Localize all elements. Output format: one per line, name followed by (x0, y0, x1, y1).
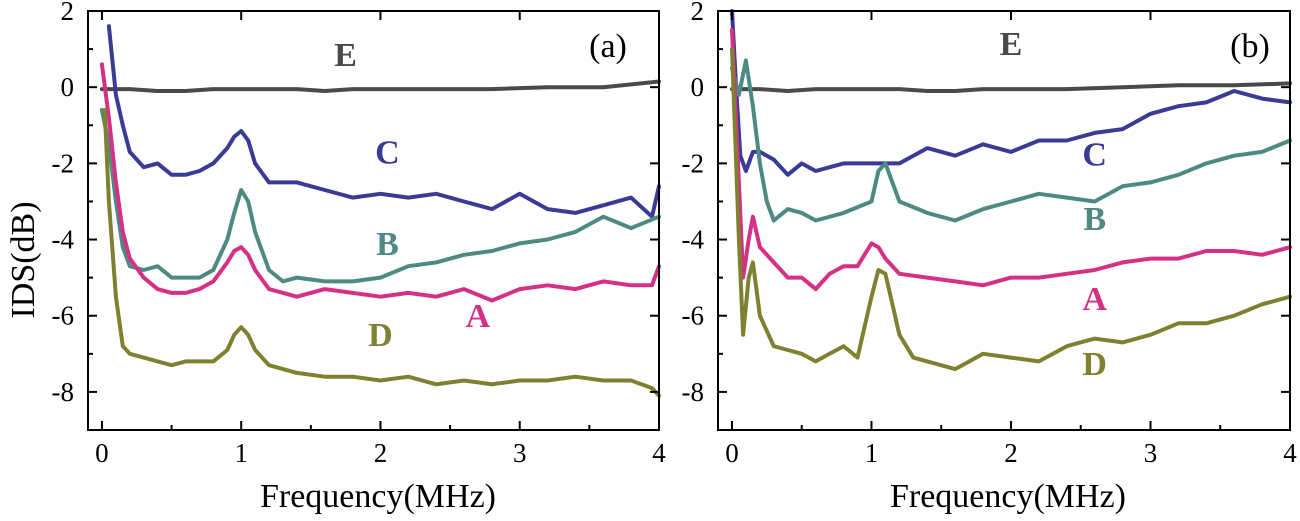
y-tick-label: 2 (61, 0, 75, 26)
y-axis-label-text: IDS(dB) (5, 201, 42, 319)
curve-label-d-b: D (1082, 346, 1107, 383)
x-tick-label: 0 (95, 438, 109, 468)
curve-label-c-a: C (375, 134, 400, 171)
series-line-a-a (99, 62, 661, 303)
y-tick-label: -8 (52, 377, 75, 407)
x-tick-label: 3 (1144, 438, 1158, 468)
curve-label-d-a: D (368, 317, 393, 354)
y-tick-label: -6 (52, 301, 75, 331)
series-line-b-a (99, 108, 661, 284)
curve-label-a-b: A (1082, 281, 1107, 318)
series-line-c-b (730, 9, 1292, 177)
curve-label-e-b: E (1000, 26, 1023, 63)
series-line-e-a (99, 79, 661, 93)
curve-label-b-b: B (1083, 201, 1106, 238)
curve-label-c-b: C (1082, 136, 1107, 173)
x-tick-label: 1 (234, 438, 248, 468)
y-tick-label: -4 (52, 225, 75, 255)
plot-frame-b (717, 10, 1291, 431)
y-tick-label: -6 (682, 301, 705, 331)
series-line-d-a (102, 108, 661, 398)
curve-label-b-a: B (376, 226, 399, 263)
y-tick-label: 2 (691, 0, 705, 26)
x-tick-label: 4 (1283, 438, 1297, 468)
panel-label-a: (a) (589, 28, 627, 65)
y-tick-label: -2 (52, 148, 75, 178)
plot-frame-a (87, 10, 660, 431)
x-tick-label: 4 (652, 438, 666, 468)
series-line-d-b (730, 47, 1292, 372)
x-tick-label: 0 (725, 438, 739, 468)
x-axis-label-b: Frequency(MHz) (889, 478, 1127, 515)
y-tick-label: -4 (682, 225, 705, 255)
y-tick-label: -2 (682, 148, 705, 178)
curve-label-e-a: E (334, 37, 357, 74)
x-tick-label: 1 (865, 438, 879, 468)
x-tick-label: 2 (1004, 438, 1018, 468)
series-line-c-a (106, 24, 661, 219)
y-tick-label: 0 (691, 72, 705, 102)
series-line-e-b (730, 81, 1292, 93)
y-tick-label: 0 (61, 72, 75, 102)
curve-label-a-a: A (466, 298, 491, 335)
y-tick-label: -8 (682, 377, 705, 407)
series-line-b-b (730, 58, 1292, 223)
panel-label-b: (b) (1230, 28, 1270, 65)
x-tick-label: 3 (513, 438, 527, 468)
y-axis-label: IDS(dB) (4, 175, 44, 345)
x-tick-label: 2 (374, 438, 388, 468)
x-axis-label-a: Frequency(MHz) (259, 478, 497, 515)
panel-b: 0 1 2 3 4 2 0 -2 -4 -6 -8 (b) E CB AD (682, 0, 1298, 468)
panel-a: 0 1 2 3 4 2 0 -2 -4 -6 -8 (a) E C B A D (52, 0, 667, 468)
series-line-a-b (730, 28, 1292, 292)
